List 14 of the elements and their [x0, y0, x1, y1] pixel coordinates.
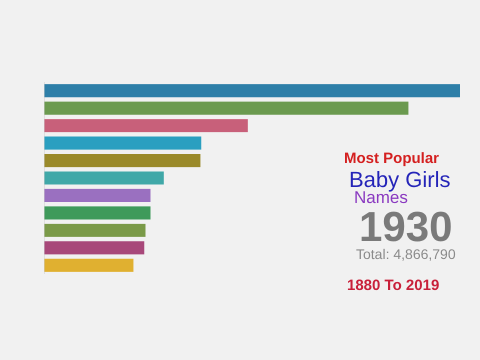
bar: [44, 119, 248, 132]
bar: [44, 258, 134, 272]
bar: [44, 241, 144, 254]
bar: [44, 171, 164, 185]
bar: [44, 84, 460, 98]
annotation: Baby Girls: [349, 167, 450, 192]
bar: [44, 102, 408, 115]
bar: [44, 224, 146, 237]
bar: [44, 136, 202, 150]
bar: [44, 188, 150, 202]
text: 1880 To 2019: [347, 277, 440, 294]
bar: [44, 206, 150, 220]
bar: [44, 154, 200, 168]
annotation: Most Popular: [344, 150, 440, 167]
